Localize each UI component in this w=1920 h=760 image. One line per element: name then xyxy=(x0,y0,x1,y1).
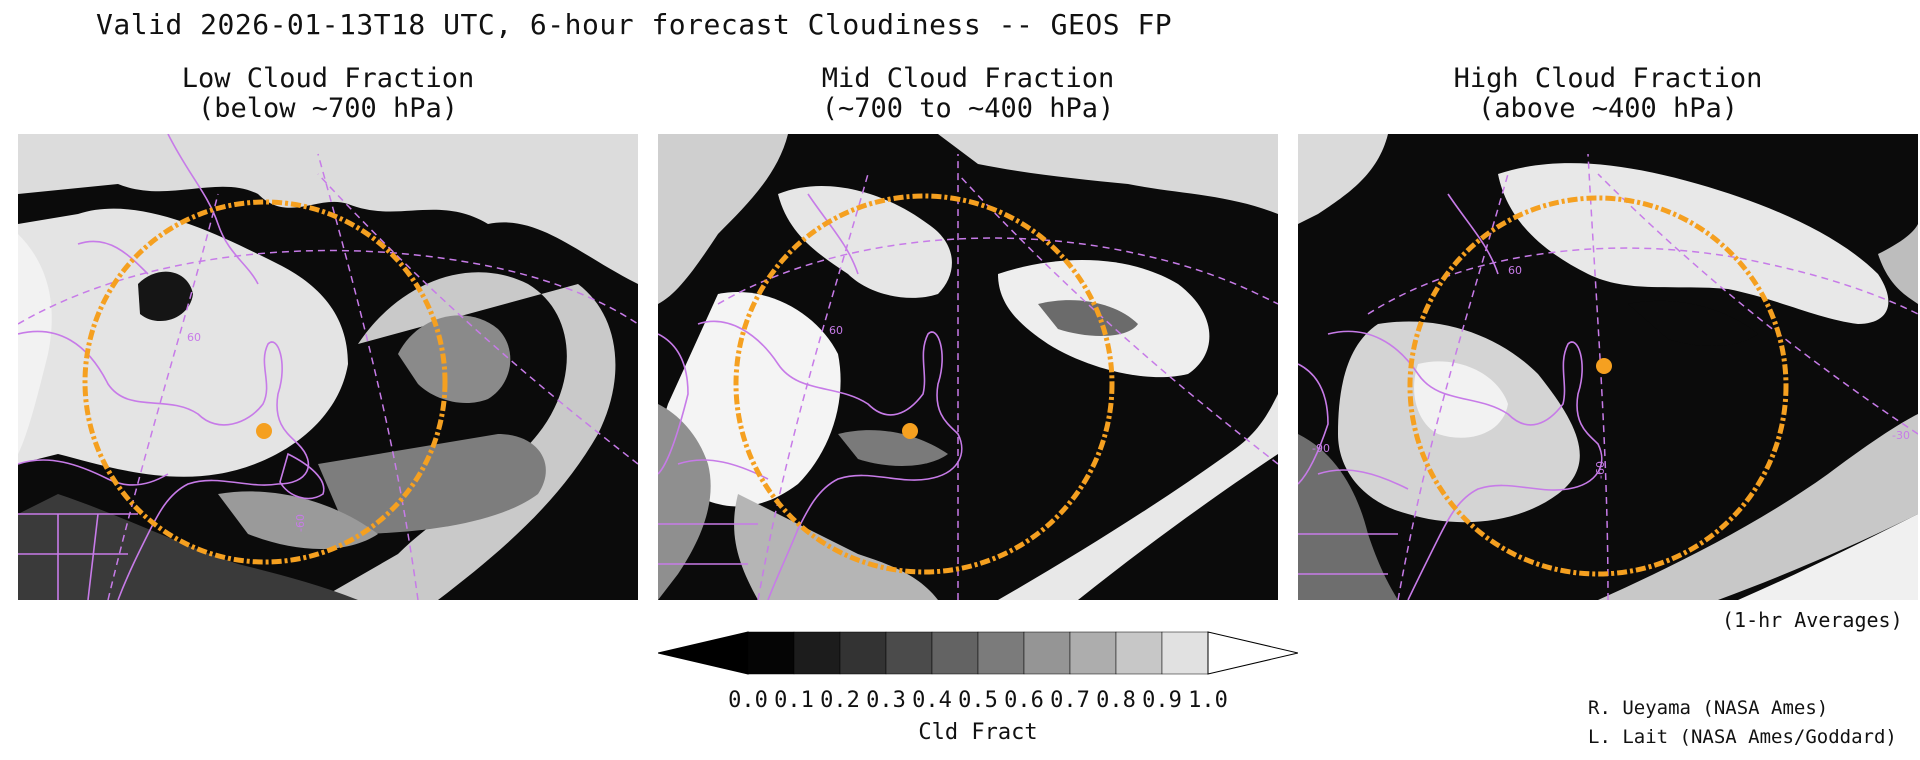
colorbar-tick-label: 0.1 xyxy=(774,688,814,713)
range-ring xyxy=(82,199,448,565)
averages-note: (1-hr Averages) xyxy=(1722,608,1903,632)
colorbar-tick-label: 0.2 xyxy=(820,688,860,713)
lat60-label: 60 xyxy=(829,324,843,337)
coastlines xyxy=(1298,193,1603,600)
colorbar-swatch xyxy=(885,631,933,675)
colorbar-under-triangle xyxy=(658,631,749,675)
map-low-cloud-svg: 60 -60 xyxy=(18,134,638,600)
panel-title-mid-line2: (~700 to ~400 hPa) xyxy=(821,93,1115,124)
colorbar-swatch xyxy=(1115,631,1163,675)
main-title: Valid 2026-01-13T18 UTC, 6-hour forecast… xyxy=(96,8,1173,41)
graticule-lines xyxy=(717,154,1278,600)
colorbar-tick-label: 0.7 xyxy=(1050,688,1090,713)
colorbar-tick-label: 0.9 xyxy=(1142,688,1182,713)
graticule-lines xyxy=(1367,153,1918,600)
panel-title-mid: Mid Cloud Fraction (~700 to ~400 hPa) xyxy=(658,64,1278,124)
colorbar-tick-label: 0.4 xyxy=(912,688,952,713)
panel-title-high: High Cloud Fraction (above ~400 hPa) xyxy=(1298,64,1918,124)
range-ring xyxy=(733,193,1115,575)
site-marker xyxy=(902,423,918,439)
colorbar-tick-label: 0.6 xyxy=(1004,688,1044,713)
lon60-label: -60 xyxy=(1594,461,1607,479)
lat60-label: 60 xyxy=(1508,264,1522,277)
colorbar-title: Cld Fract xyxy=(918,720,1038,745)
colorbar-over-triangle xyxy=(1207,631,1298,675)
panel-title-low: Low Cloud Fraction (below ~700 hPa) xyxy=(18,64,638,124)
lon90-label: -90 xyxy=(1312,442,1330,455)
colorbar-swatch xyxy=(977,631,1025,675)
map-high-cloud-svg: 60 -60 -30 -90 xyxy=(1298,134,1918,600)
panel-title-low-line2: (below ~700 hPa) xyxy=(197,93,459,124)
colorbar-tick-label: 0.3 xyxy=(866,688,906,713)
colorbar-swatch xyxy=(931,631,979,675)
graticule-lines xyxy=(18,153,638,600)
colorbar-tick-label: 0.8 xyxy=(1096,688,1136,713)
colorbar-swatch xyxy=(1161,631,1209,675)
lat60-label: 60 xyxy=(187,331,201,344)
colorbar-swatch xyxy=(839,631,887,675)
colorbar-tick-label: 1.0 xyxy=(1188,688,1228,713)
panel-title-high-line1: High Cloud Fraction xyxy=(1453,63,1763,94)
colorbar-swatch xyxy=(1069,631,1117,675)
credit-line-1: R. Ueyama (NASA Ames) xyxy=(1588,697,1829,719)
colorbar-swatch xyxy=(747,631,795,675)
panel-title-low-line1: Low Cloud Fraction xyxy=(181,63,475,94)
colorbar-tick-label: 0.0 xyxy=(728,688,768,713)
site-marker xyxy=(1596,358,1612,374)
map-low-cloud: 60 -60 xyxy=(18,134,638,600)
lon30-label: -30 xyxy=(1892,429,1910,442)
colorbar-tick-label: 0.5 xyxy=(958,688,998,713)
credit-line-2: L. Lait (NASA Ames/Goddard) xyxy=(1588,726,1897,748)
colorbar xyxy=(658,631,1298,675)
panel-title-high-line2: (above ~400 hPa) xyxy=(1477,93,1739,124)
map-mid-cloud: 60 xyxy=(658,134,1278,600)
site-marker xyxy=(256,423,272,439)
range-ring xyxy=(1407,195,1789,577)
panel-title-mid-line1: Mid Cloud Fraction xyxy=(821,63,1115,94)
colorbar-swatch xyxy=(793,631,841,675)
map-mid-cloud-svg: 60 xyxy=(658,134,1278,600)
map-high-cloud: 60 -60 -30 -90 xyxy=(1298,134,1918,600)
colorbar-swatch xyxy=(1023,631,1071,675)
lon60-label: -60 xyxy=(294,514,307,532)
coastlines xyxy=(18,134,325,600)
